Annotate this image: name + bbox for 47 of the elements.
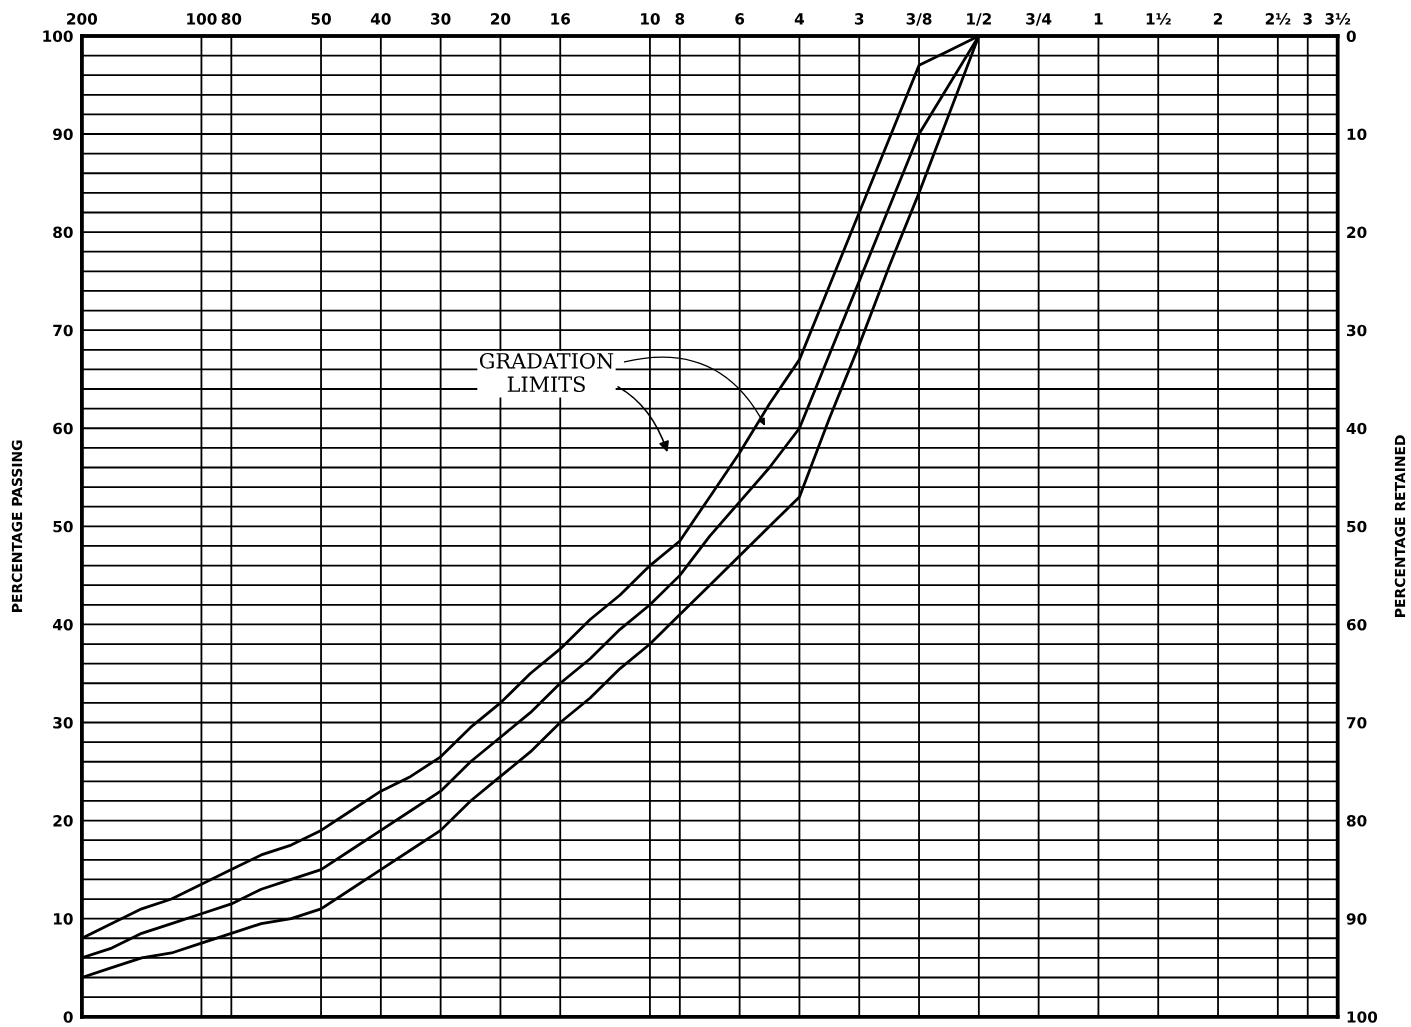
x-tick-label: 80 xyxy=(221,13,242,25)
y-axis-title: PERCENTAGE PASSING xyxy=(11,440,23,612)
x-tick-label: 20 xyxy=(491,13,511,25)
y2-tick-label: 50 xyxy=(1347,520,1367,533)
y2-tick-label: 20 xyxy=(1347,226,1367,239)
y2-axis-title: PERCENTAGE RETAINED xyxy=(1394,435,1406,617)
y2-tick-label: 40 xyxy=(1346,422,1367,435)
x-tick-label: 3½ xyxy=(1325,13,1351,25)
y-tick-label: 50 xyxy=(53,520,73,533)
y2-tick-label: 0 xyxy=(1346,30,1356,42)
y-tick-label: 40 xyxy=(52,618,73,631)
x-tick-label: 1 xyxy=(1094,13,1103,25)
y2-tick-label: 10 xyxy=(1347,128,1367,141)
y-tick-label: 60 xyxy=(53,422,73,435)
x-tick-label: 200 xyxy=(67,13,98,25)
y2-tick-label: 80 xyxy=(1346,815,1367,827)
annotation: GRADATION LIMITS xyxy=(479,352,614,393)
x-tick-label: 40 xyxy=(370,13,391,25)
y-tick-label: 30 xyxy=(53,716,73,729)
x-tick-label: 4 xyxy=(794,13,805,25)
y-tick-label: 80 xyxy=(53,226,73,239)
x-tick-label: 8 xyxy=(675,13,685,25)
x-tick-label: 1/2 xyxy=(967,13,991,26)
x-tick-label: 3 xyxy=(1303,13,1312,25)
x-tick-label: 1½ xyxy=(1146,13,1171,25)
x-tick-label: 10 xyxy=(641,13,660,25)
x-tick-label: 2½ xyxy=(1265,13,1291,25)
y2-tick-label: 90 xyxy=(1346,913,1367,925)
y-tick-label: 0 xyxy=(63,1011,73,1023)
y-tick-label: 100 xyxy=(43,30,73,42)
x-tick-label: 16 xyxy=(551,13,571,25)
x-tick-label: 50 xyxy=(311,13,331,25)
y2-tick-label: 70 xyxy=(1346,716,1367,729)
x-tick-label: 30 xyxy=(431,13,451,25)
y2-tick-label: 30 xyxy=(1346,324,1367,337)
x-tick-label: 100 xyxy=(187,13,217,25)
x-tick-label: 6 xyxy=(735,13,745,25)
x-tick-label: 3/8 xyxy=(906,13,932,26)
y-tick-label: 70 xyxy=(53,324,73,337)
x-tick-label: 3/4 xyxy=(1026,13,1052,26)
y-tick-label: 10 xyxy=(53,913,73,925)
y2-tick-label: 100 xyxy=(1347,1011,1378,1023)
x-tick-label: 3 xyxy=(854,13,864,25)
y-tick-label: 90 xyxy=(53,128,73,141)
y2-tick-label: 60 xyxy=(1346,618,1367,631)
y-tick-label: 20 xyxy=(53,815,73,827)
x-tick-label: 2 xyxy=(1213,13,1223,25)
